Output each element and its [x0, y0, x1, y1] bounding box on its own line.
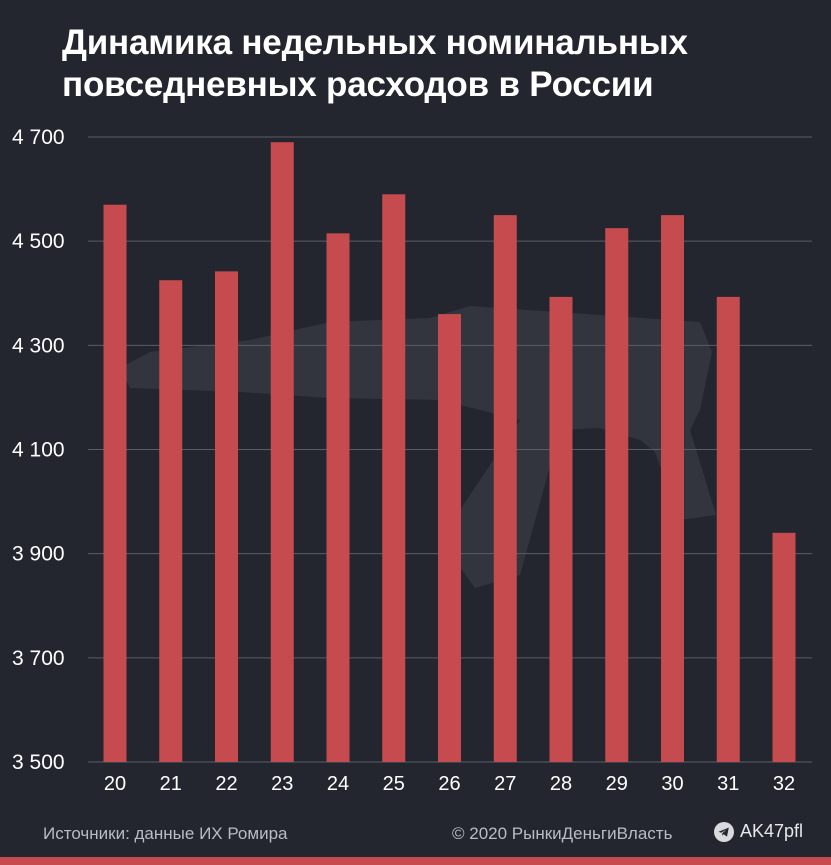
chart-title: Динамика недельных номинальных повседнев…: [62, 22, 802, 106]
x-tick-label: 21: [160, 773, 182, 795]
telegram-icon: [714, 821, 734, 842]
y-tick-label: 4 700: [12, 126, 65, 149]
x-tick-label: 29: [606, 773, 628, 795]
bar-week-20: [103, 204, 127, 763]
x-tick-label: 30: [661, 773, 683, 795]
y-tick-label: 3 900: [12, 543, 65, 566]
bar-week-28: [549, 296, 573, 762]
x-tick-label: 27: [494, 773, 516, 795]
footer-copyright: © 2020 РынкиДеньгиВласть: [452, 824, 673, 843]
chart-title-line-1: Динамика недельных номинальных: [62, 23, 688, 62]
x-tick-label: 31: [717, 773, 739, 795]
bar-week-23: [270, 142, 294, 763]
x-tick-label: 23: [271, 773, 293, 795]
bar-week-32: [772, 532, 796, 762]
y-tick-label: 3 700: [12, 647, 65, 670]
y-tick-label: 4 100: [12, 439, 65, 462]
bar-week-21: [159, 280, 183, 762]
x-tick-label: 25: [383, 773, 405, 795]
x-tick-label: 22: [215, 773, 237, 795]
bar-week-29: [605, 228, 629, 763]
bar-chart: 3 500 3 700 3 900 4 100 4 300 4 500 4 700 20 21…: [12, 126, 812, 795]
footer-source: Источники: данные ИХ Ромира: [43, 824, 288, 843]
bar-week-24: [326, 233, 350, 762]
x-tick-label: 26: [438, 773, 460, 795]
bar-week-30: [661, 215, 684, 762]
bottom-accent-strip: [0, 857, 831, 865]
x-tick-label: 28: [550, 773, 572, 795]
footer-channel-label: AK47pfl: [740, 821, 804, 841]
x-tick-label: 24: [327, 773, 349, 795]
y-tick-label: 3 500: [12, 751, 65, 774]
bar-week-27: [493, 215, 517, 762]
y-tick-label: 4 300: [12, 334, 65, 357]
x-tick-label: 20: [104, 773, 126, 795]
footer-channel[interactable]: AK47pfl: [714, 821, 803, 842]
bar-week-31: [716, 296, 740, 762]
chart-title-line-2: повседневных расходов в России: [62, 65, 654, 104]
bar-week-25: [382, 194, 406, 762]
x-tick-label: 32: [773, 773, 795, 795]
y-tick-label: 4 500: [12, 230, 65, 253]
bar-week-26: [438, 314, 461, 762]
bar-week-22: [215, 271, 238, 762]
